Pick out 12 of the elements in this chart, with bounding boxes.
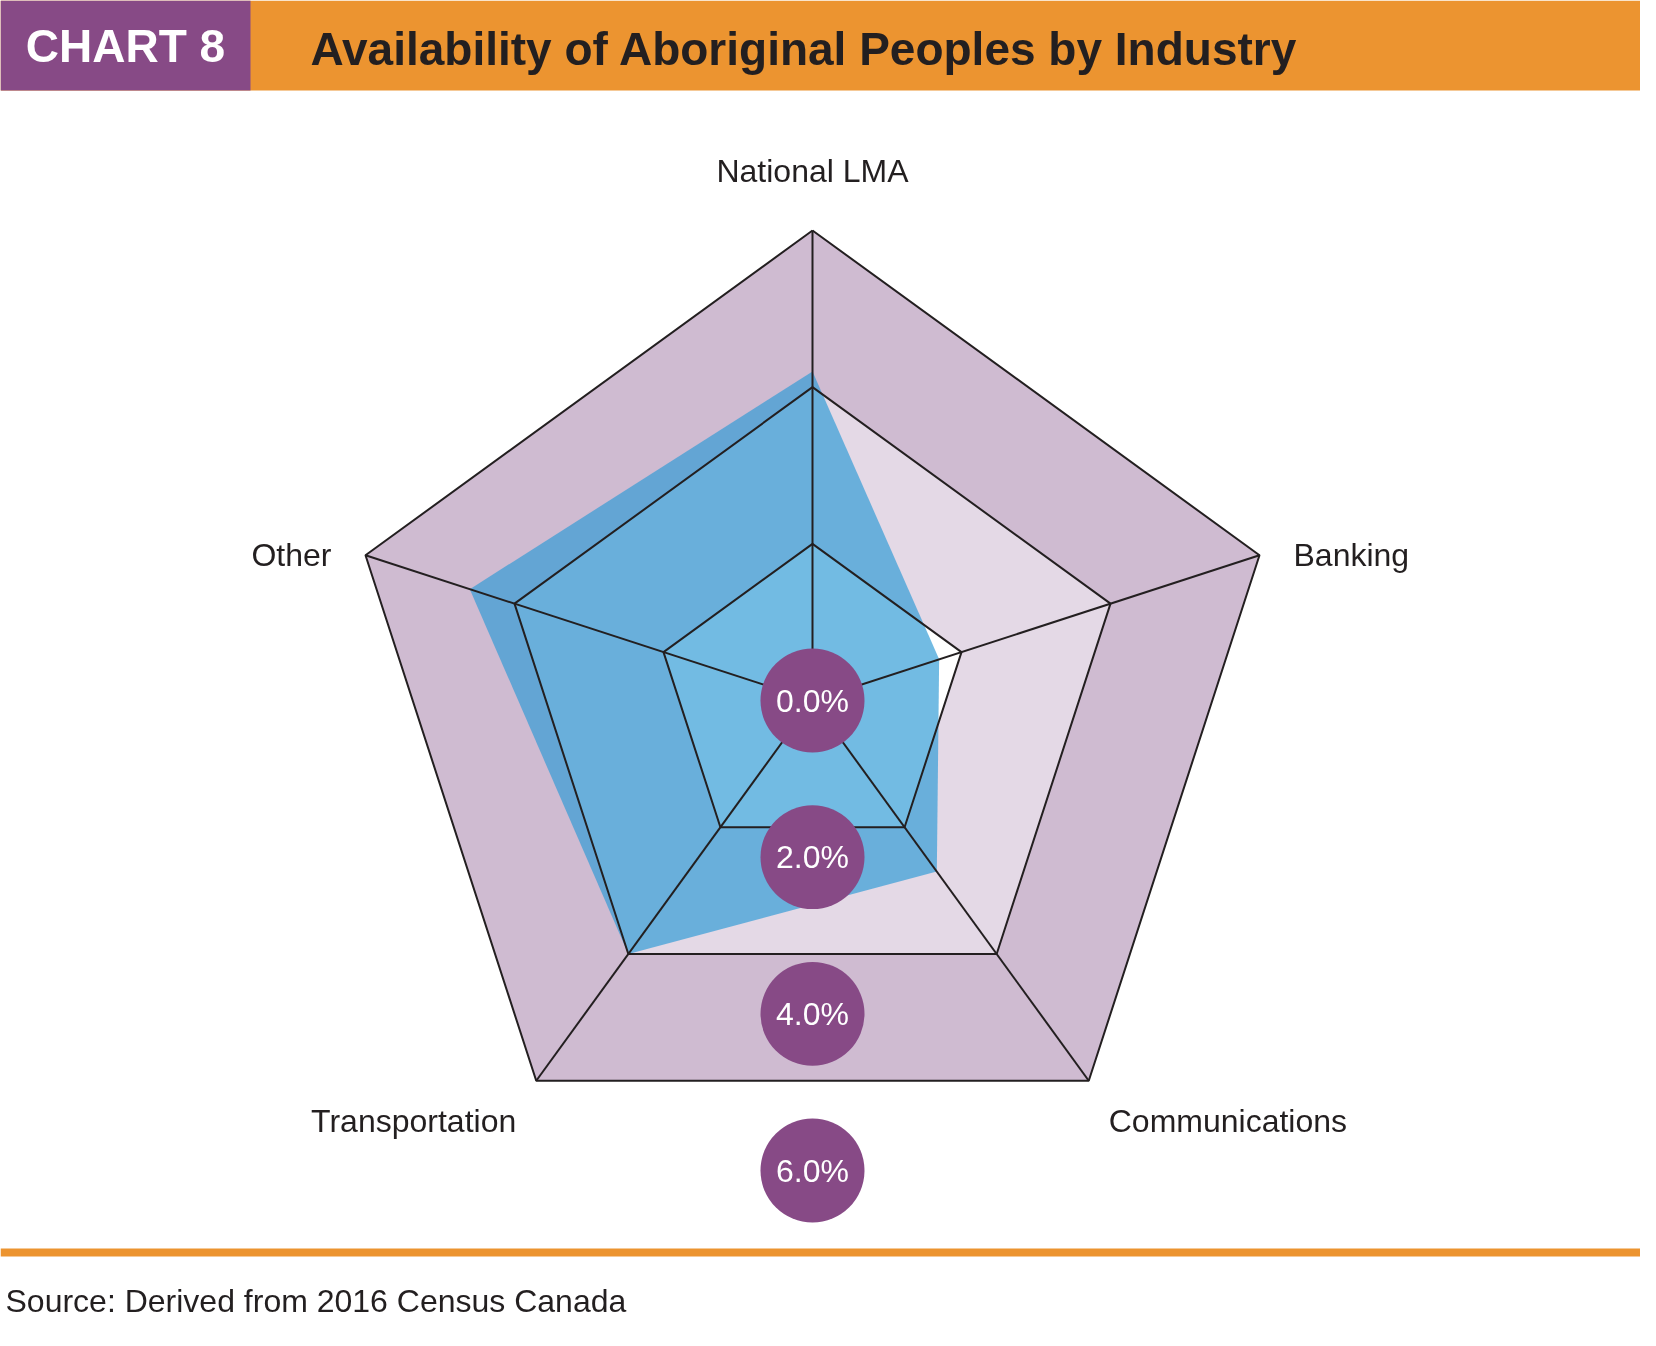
y-tick-label: 4.0%	[776, 995, 849, 1032]
spoke-label: Other	[251, 537, 332, 574]
y-tick-label: 0.0%	[776, 682, 849, 719]
spoke-label: Communications	[1108, 1102, 1348, 1139]
spoke-label: Banking	[1293, 537, 1410, 574]
spoke-label: Transportation	[311, 1102, 517, 1139]
caption: CHART 8	[25, 19, 226, 72]
spoke-label: National LMA	[716, 152, 910, 189]
y-tick-label: 2.0%	[776, 839, 849, 876]
source-note: Source: Derived from 2016 Census Canada	[5, 1282, 627, 1319]
chart-title: Availability of Aboriginal Peoples by Industry	[310, 22, 1297, 75]
y-tick-label: 6.0%	[776, 1152, 849, 1189]
